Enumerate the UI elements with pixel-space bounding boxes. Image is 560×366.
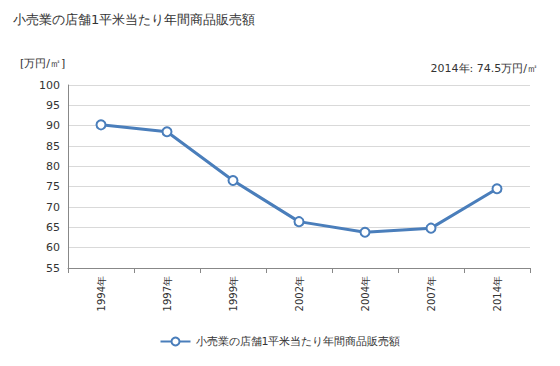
svg-text:1997年: 1997年 [162,276,173,311]
svg-text:95: 95 [46,99,60,112]
svg-text:1999年: 1999年 [228,276,239,311]
svg-text:85: 85 [46,140,60,153]
svg-text:2004年: 2004年 [360,276,371,311]
svg-text:65: 65 [46,221,60,234]
svg-text:小売業の店舗1平米当たり年間商品販売額: 小売業の店舗1平米当たり年間商品販売額 [13,12,255,27]
svg-text:2014年: 74.5万円/㎡: 2014年: 74.5万円/㎡ [431,62,538,75]
svg-text:75: 75 [46,180,60,193]
svg-text:2007年: 2007年 [426,276,437,311]
svg-text:80: 80 [46,160,60,173]
svg-text:70: 70 [46,201,60,214]
svg-text:1994年: 1994年 [96,276,107,311]
svg-text:60: 60 [46,241,60,254]
svg-text:90: 90 [46,119,60,132]
svg-text:小売業の店舗1平米当たり年間商品販売額: 小売業の店舗1平米当たり年間商品販売額 [196,335,401,348]
svg-text:2014年: 2014年 [492,276,503,311]
svg-text:[万円/㎡]: [万円/㎡] [20,57,65,70]
svg-text:55: 55 [46,262,60,275]
svg-text:2002年: 2002年 [294,276,305,311]
svg-text:100: 100 [39,79,60,92]
